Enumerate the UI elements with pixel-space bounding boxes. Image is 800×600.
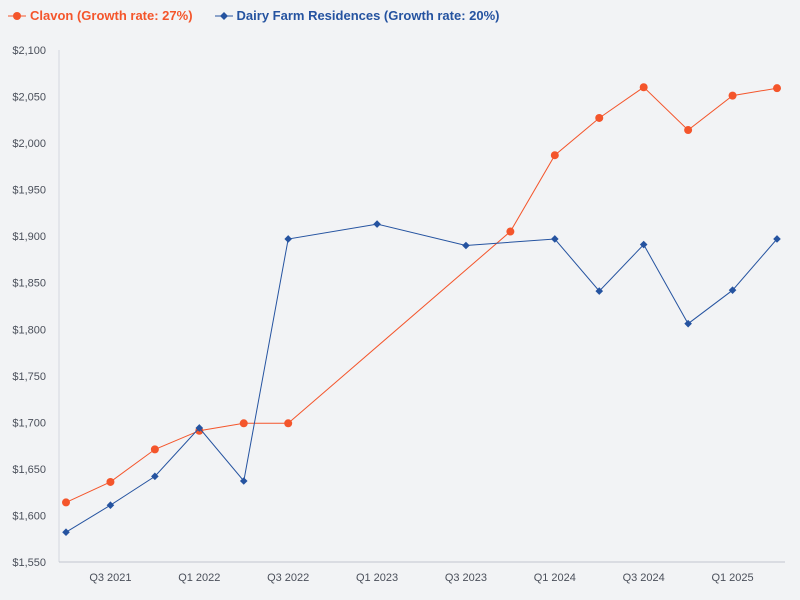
data-point[interactable] xyxy=(728,91,737,100)
y-tick-label: $2,000 xyxy=(12,138,46,150)
x-tick-label: Q1 2023 xyxy=(356,572,398,584)
legend-item-clavon[interactable]: Clavon (Growth rate: 27%) xyxy=(8,8,193,23)
series-clavon xyxy=(62,83,781,507)
y-tick-label: $1,800 xyxy=(12,324,46,336)
data-point[interactable] xyxy=(239,477,248,485)
data-point[interactable] xyxy=(639,240,648,249)
data-point[interactable] xyxy=(773,235,781,243)
data-point[interactable] xyxy=(106,477,115,486)
data-point[interactable] xyxy=(728,286,737,294)
data-point[interactable] xyxy=(462,241,470,250)
y-tick-label: $1,600 xyxy=(12,510,46,522)
data-point[interactable] xyxy=(595,287,604,295)
data-point[interactable] xyxy=(684,319,692,328)
data-point[interactable] xyxy=(106,501,115,510)
data-point[interactable] xyxy=(506,227,515,236)
x-tick-label: Q1 2022 xyxy=(178,572,220,584)
legend-label-clavon: Clavon (Growth rate: 27%) xyxy=(30,8,193,23)
y-tick-label: $1,750 xyxy=(12,371,46,383)
y-tick-label: $1,850 xyxy=(12,278,46,290)
data-point[interactable] xyxy=(550,151,559,160)
x-tick-label: Q3 2022 xyxy=(267,572,309,584)
data-point[interactable] xyxy=(684,126,693,135)
legend-item-dairy-farm[interactable]: Dairy Farm Residences (Growth rate: 20%) xyxy=(214,8,500,23)
series-dairy-farm xyxy=(62,220,781,537)
data-point[interactable] xyxy=(551,235,559,243)
legend-marker-circle-icon xyxy=(8,11,26,20)
series-line xyxy=(65,223,778,533)
series-layer xyxy=(62,83,781,537)
data-point[interactable] xyxy=(639,83,648,92)
y-tick-label: $1,550 xyxy=(12,557,46,569)
data-point[interactable] xyxy=(239,419,248,428)
data-point[interactable] xyxy=(773,84,781,93)
data-point[interactable] xyxy=(150,445,159,454)
x-tick-label: Q3 2023 xyxy=(445,572,487,584)
series-line xyxy=(65,86,778,503)
x-tick-label: Q3 2021 xyxy=(89,572,131,584)
y-tick-label: $1,950 xyxy=(12,185,46,197)
legend-label-dairy-farm: Dairy Farm Residences (Growth rate: 20%) xyxy=(236,8,500,23)
data-point[interactable] xyxy=(62,528,70,537)
legend: Clavon (Growth rate: 27%) Dairy Farm Res… xyxy=(8,8,500,23)
axes: $1,550 $1,600 $1,650 $1,700 $1,750 $1,800 $1,8… xyxy=(12,45,785,584)
y-tick-label: $2,050 xyxy=(12,92,46,104)
y-tick-label: $1,650 xyxy=(12,464,46,476)
data-point[interactable] xyxy=(595,113,604,122)
data-point[interactable] xyxy=(284,419,293,428)
data-point[interactable] xyxy=(151,472,159,481)
data-point[interactable] xyxy=(373,220,381,228)
data-point[interactable] xyxy=(62,498,70,507)
legend-marker-diamond-icon xyxy=(214,11,233,20)
y-tick-label: $1,700 xyxy=(12,417,46,429)
y-tick-label: $1,900 xyxy=(12,231,46,243)
x-tick-label: Q3 2024 xyxy=(623,572,665,584)
y-tick-label: $2,100 xyxy=(12,45,46,57)
x-tick-label: Q1 2024 xyxy=(534,572,576,584)
data-point[interactable] xyxy=(284,235,292,243)
x-tick-label: Q1 2025 xyxy=(711,572,753,584)
data-point[interactable] xyxy=(195,424,204,432)
